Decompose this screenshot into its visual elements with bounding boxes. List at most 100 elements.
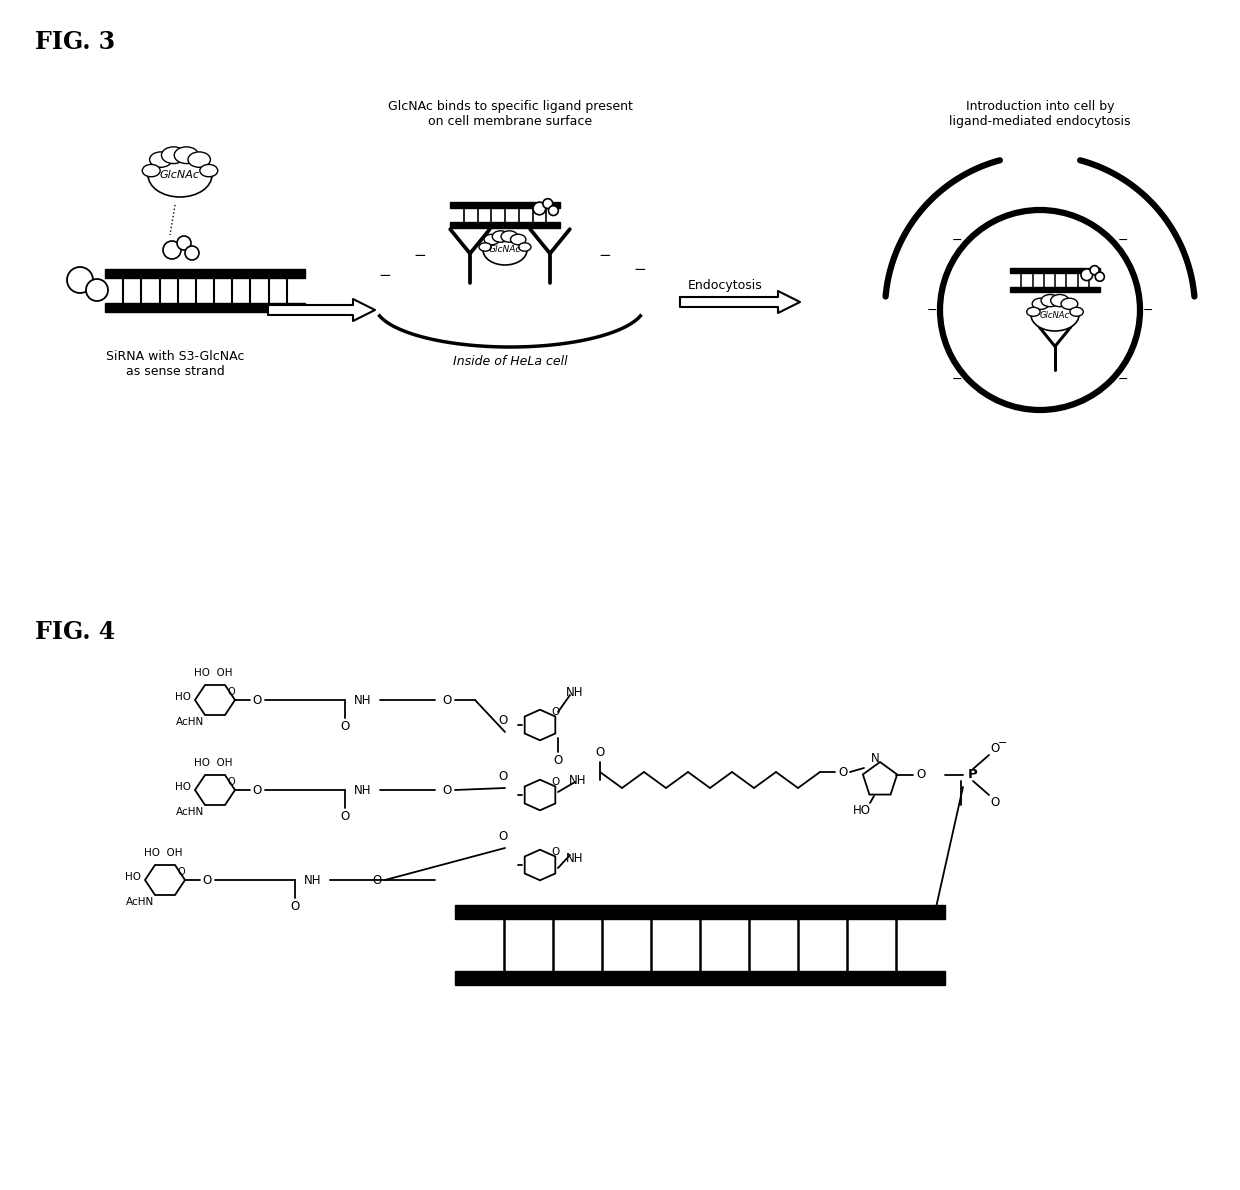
- Text: −: −: [1117, 372, 1128, 386]
- Ellipse shape: [1032, 299, 1049, 309]
- Text: GlcNAc binds to specific ligand present
on cell membrane surface: GlcNAc binds to specific ligand present …: [388, 100, 632, 129]
- Polygon shape: [680, 292, 800, 313]
- Text: O: O: [916, 769, 925, 782]
- Text: HO  OH: HO OH: [193, 758, 232, 768]
- Polygon shape: [525, 850, 556, 881]
- Ellipse shape: [150, 152, 172, 168]
- Polygon shape: [455, 906, 945, 919]
- Ellipse shape: [161, 146, 186, 163]
- Ellipse shape: [200, 164, 218, 177]
- Text: O: O: [253, 694, 262, 707]
- Ellipse shape: [1070, 307, 1084, 317]
- Circle shape: [1090, 265, 1099, 275]
- Text: O: O: [443, 694, 451, 707]
- Text: O: O: [838, 765, 848, 778]
- Text: NH: NH: [304, 873, 321, 887]
- Text: FIG. 4: FIG. 4: [35, 620, 115, 644]
- Text: −: −: [998, 738, 1008, 749]
- Text: −: −: [952, 234, 962, 248]
- Text: O: O: [340, 809, 350, 822]
- Ellipse shape: [479, 243, 491, 251]
- Polygon shape: [863, 762, 897, 795]
- Polygon shape: [105, 302, 305, 312]
- Polygon shape: [105, 269, 305, 277]
- Circle shape: [1081, 269, 1092, 281]
- Circle shape: [543, 199, 553, 208]
- Text: NH: NH: [355, 694, 372, 707]
- Text: −: −: [952, 372, 962, 386]
- Polygon shape: [195, 775, 236, 804]
- Polygon shape: [525, 709, 556, 740]
- Circle shape: [67, 267, 93, 293]
- Ellipse shape: [1027, 307, 1040, 317]
- Ellipse shape: [484, 234, 527, 265]
- Ellipse shape: [148, 154, 212, 198]
- Ellipse shape: [518, 243, 531, 251]
- Ellipse shape: [1042, 294, 1059, 307]
- Polygon shape: [195, 685, 236, 715]
- Text: AcHN: AcHN: [176, 718, 205, 727]
- Circle shape: [548, 206, 558, 215]
- Text: GlcNAc: GlcNAc: [160, 170, 200, 180]
- Text: SiRNA with S3-GlcNAc
as sense strand: SiRNA with S3-GlcNAc as sense strand: [105, 350, 244, 378]
- Ellipse shape: [1061, 299, 1078, 309]
- Text: −: −: [1143, 303, 1153, 317]
- Circle shape: [1095, 273, 1105, 281]
- Text: Inside of HeLa cell: Inside of HeLa cell: [453, 355, 568, 368]
- Ellipse shape: [175, 146, 198, 163]
- Text: HO  OH: HO OH: [144, 848, 182, 858]
- Text: O: O: [227, 777, 234, 787]
- Text: O: O: [498, 770, 507, 783]
- Ellipse shape: [511, 234, 526, 245]
- Text: HO: HO: [125, 872, 141, 882]
- Circle shape: [185, 246, 198, 259]
- Ellipse shape: [143, 164, 160, 177]
- Text: O: O: [595, 746, 605, 759]
- Text: −: −: [634, 263, 646, 277]
- Ellipse shape: [492, 231, 508, 243]
- Text: −: −: [378, 268, 392, 282]
- Polygon shape: [1011, 287, 1100, 292]
- Ellipse shape: [484, 234, 500, 245]
- Text: O: O: [551, 777, 559, 788]
- Text: HO  OH: HO OH: [193, 668, 232, 678]
- Text: O: O: [227, 687, 234, 697]
- Text: O: O: [253, 783, 262, 796]
- Polygon shape: [268, 299, 374, 321]
- Circle shape: [940, 209, 1140, 411]
- Text: O: O: [551, 847, 559, 857]
- Text: −: −: [599, 248, 611, 263]
- Text: O: O: [202, 873, 212, 887]
- Circle shape: [86, 278, 108, 301]
- Ellipse shape: [501, 231, 518, 243]
- Text: O: O: [553, 753, 563, 766]
- Polygon shape: [145, 865, 185, 895]
- Text: Endocytosis: Endocytosis: [688, 278, 763, 292]
- Text: GlcNAc: GlcNAc: [1040, 311, 1070, 319]
- Circle shape: [533, 202, 546, 215]
- Text: O: O: [498, 829, 507, 843]
- Text: HO: HO: [175, 782, 191, 793]
- Text: HO: HO: [853, 803, 870, 816]
- Polygon shape: [450, 223, 560, 227]
- Polygon shape: [1011, 268, 1100, 274]
- Text: O: O: [443, 783, 451, 796]
- Ellipse shape: [1030, 299, 1079, 331]
- Text: O: O: [498, 714, 507, 727]
- Text: FIG. 3: FIG. 3: [35, 30, 115, 54]
- Text: O: O: [340, 720, 350, 733]
- Text: −: −: [414, 248, 427, 263]
- Text: O: O: [551, 707, 559, 718]
- Text: O: O: [372, 873, 382, 887]
- Text: O: O: [290, 900, 300, 913]
- Ellipse shape: [1050, 294, 1069, 307]
- Text: O: O: [177, 868, 185, 877]
- Circle shape: [177, 236, 191, 250]
- Text: AcHN: AcHN: [176, 807, 205, 818]
- Text: −: −: [1117, 234, 1128, 248]
- Text: NH: NH: [569, 774, 587, 787]
- Text: O: O: [991, 795, 999, 808]
- Text: AcHN: AcHN: [126, 897, 154, 907]
- Circle shape: [162, 242, 181, 259]
- Text: GlcNAc: GlcNAc: [489, 245, 521, 255]
